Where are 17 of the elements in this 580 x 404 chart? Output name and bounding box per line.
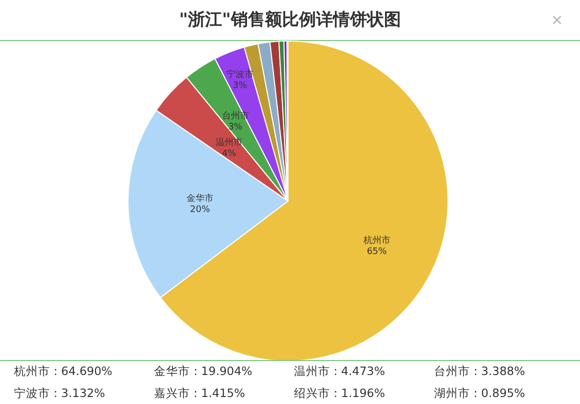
text: 宁波市 : 3.132% — [14, 386, 106, 402]
text: 嘉兴市 : 1.415% — [154, 386, 246, 402]
text: 温州市 : 4.473% — [294, 364, 386, 380]
slice-label: 金华市 — [186, 192, 214, 204]
data-label: 20% — [190, 204, 210, 215]
text: 绍兴市 : 1.196% — [294, 386, 386, 402]
data-label: 4% — [222, 148, 237, 159]
slice-label: 台州市 — [222, 110, 249, 122]
data-label: 3% — [228, 122, 243, 133]
data-label: 3% — [232, 80, 248, 91]
slice-label: 杭州市 — [362, 235, 390, 246]
text: 湖州市 : 0.895% — [434, 386, 526, 402]
text: 台州市 : 3.388% — [434, 364, 526, 380]
text: 杭州市 : 64.690% — [14, 364, 114, 380]
text: 金华市 : 19.904% — [154, 364, 254, 380]
chart-title: "浙江"销售额比例详情饼状图 — [0, 0, 580, 41]
data-label: 65% — [366, 247, 388, 258]
